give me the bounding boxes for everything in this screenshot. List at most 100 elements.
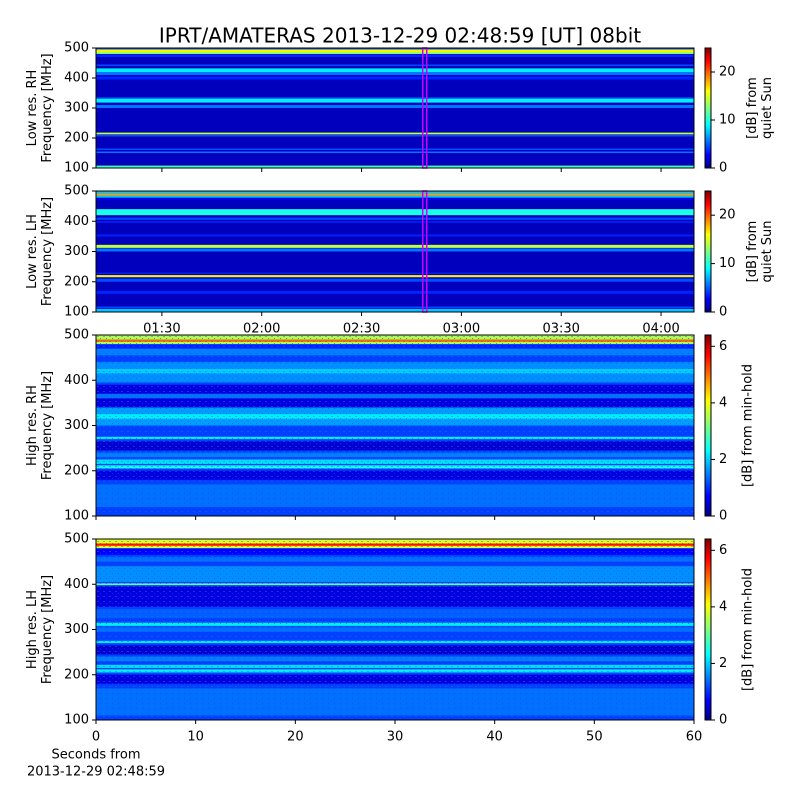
frequency-band xyxy=(96,148,694,150)
y-tick-label: 400 xyxy=(64,373,89,388)
y-tick-label: 200 xyxy=(64,463,89,478)
colorbar-tick-label: 10 xyxy=(719,113,736,128)
y-tick-label: 100 xyxy=(64,713,89,728)
y-tick-label: 500 xyxy=(64,328,89,343)
frequency-band xyxy=(96,68,694,72)
frequency-band xyxy=(96,275,694,278)
frequency-band xyxy=(96,165,694,168)
y-axis-label: High res. RH xyxy=(25,385,40,466)
colorbar xyxy=(704,47,712,169)
frequency-band xyxy=(96,76,694,80)
x-axis-label: 2013-12-29 02:48:59 xyxy=(27,765,165,780)
colorbar-tick-label: 0 xyxy=(719,305,727,320)
x-tick-label: 02:00 xyxy=(243,322,280,337)
x-tick-label: 01:30 xyxy=(143,322,180,337)
colorbar xyxy=(704,538,712,721)
colorbar-label: [dB] from xyxy=(745,221,760,283)
colorbar-label: [dB] from min-hold xyxy=(741,568,756,691)
noise-texture xyxy=(96,335,694,516)
chart-title: IPRT/AMATERAS 2013-12-29 02:48:59 [UT] 0… xyxy=(159,24,641,48)
y-axis-label: Frequency [MHz] xyxy=(40,371,55,480)
colorbar-tick-label: 10 xyxy=(719,256,736,271)
noise-texture xyxy=(96,539,694,720)
y-axis-label: Low res. LH xyxy=(25,214,40,289)
frequency-band xyxy=(96,193,694,196)
frequency-band xyxy=(96,97,694,99)
y-axis-label: Frequency [MHz] xyxy=(40,197,55,306)
y-axis-label: Frequency [MHz] xyxy=(40,575,55,684)
frequency-band xyxy=(96,105,694,108)
frequency-band xyxy=(96,234,694,237)
frequency-band xyxy=(96,272,694,274)
frequency-band xyxy=(96,244,694,248)
colorbar-tick-label: 20 xyxy=(719,208,736,223)
colorbar-tick-label: 20 xyxy=(719,65,736,80)
x-tick-label: 03:00 xyxy=(443,322,480,337)
colorbar-tick-label: 4 xyxy=(719,395,727,410)
y-tick-label: 500 xyxy=(64,41,89,56)
y-axis-label: High res. LH xyxy=(25,590,40,669)
y-axis-label: Frequency [MHz] xyxy=(40,53,55,162)
y-tick-label: 300 xyxy=(64,418,89,433)
y-tick-label: 300 xyxy=(64,622,89,637)
frequency-band xyxy=(96,99,694,103)
x-tick-label: 03:30 xyxy=(542,322,579,337)
x-tick-label: 40 xyxy=(486,730,503,745)
y-tick-label: 100 xyxy=(64,161,89,176)
colorbar-label: quiet Sun xyxy=(760,220,775,282)
frequency-band xyxy=(96,248,694,252)
x-tick-label: 10 xyxy=(187,730,204,745)
colorbar-tick-label: 2 xyxy=(719,656,727,671)
x-tick-label: 04:00 xyxy=(642,322,679,337)
colorbar xyxy=(704,334,712,517)
frequency-band xyxy=(96,290,694,294)
frequency-band xyxy=(96,64,694,66)
y-tick-label: 200 xyxy=(64,131,89,146)
frequency-band xyxy=(96,54,694,57)
colorbar-tick-label: 0 xyxy=(719,713,727,728)
colorbar xyxy=(704,190,712,313)
y-tick-label: 400 xyxy=(64,577,89,592)
frequency-band xyxy=(96,195,694,198)
frequency-band xyxy=(96,198,694,201)
y-tick-label: 500 xyxy=(64,532,89,547)
x-axis-label: Seconds from xyxy=(51,748,140,763)
y-axis-label: Low res. RH xyxy=(25,70,40,147)
colorbar-tick-label: 0 xyxy=(719,161,727,176)
frequency-band xyxy=(96,308,694,312)
colorbar-tick-label: 4 xyxy=(719,599,727,614)
y-tick-label: 100 xyxy=(64,509,89,524)
x-tick-label: 30 xyxy=(387,730,404,745)
colorbar-tick-label: 0 xyxy=(719,509,727,524)
y-tick-label: 300 xyxy=(64,101,89,116)
colorbar-label: [dB] from min-hold xyxy=(741,364,756,487)
frequency-band xyxy=(96,278,694,282)
x-tick-label: 0 xyxy=(92,730,100,745)
frequency-band xyxy=(96,48,694,50)
y-tick-label: 500 xyxy=(64,184,89,199)
y-tick-label: 400 xyxy=(64,71,89,86)
colorbar-label: [dB] from xyxy=(745,77,760,139)
colorbar-label: quiet Sun xyxy=(760,77,775,139)
x-tick-label: 60 xyxy=(686,730,703,745)
y-tick-label: 100 xyxy=(64,305,89,320)
frequency-band xyxy=(96,49,694,53)
frequency-band xyxy=(96,132,694,135)
frequency-band xyxy=(96,209,694,216)
frequency-band xyxy=(96,217,694,220)
frequency-band xyxy=(96,191,694,194)
colorbar-tick-label: 6 xyxy=(719,543,727,558)
colorbar-tick-label: 2 xyxy=(719,452,727,467)
frequency-band xyxy=(96,306,694,309)
frequency-band xyxy=(96,151,694,153)
frequency-band xyxy=(96,135,694,137)
frequency-band xyxy=(96,221,694,223)
y-tick-label: 400 xyxy=(64,214,89,229)
frequency-band xyxy=(96,52,694,54)
y-tick-label: 300 xyxy=(64,244,89,259)
colorbar-tick-label: 6 xyxy=(719,339,727,354)
x-tick-label: 02:30 xyxy=(343,322,380,337)
y-tick-label: 200 xyxy=(64,667,89,682)
x-tick-label: 20 xyxy=(287,730,304,745)
